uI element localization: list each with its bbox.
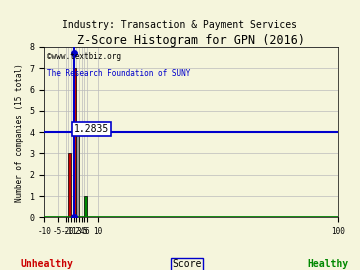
Bar	[76, 132, 79, 217]
Text: Score: Score	[172, 259, 202, 269]
Text: Healthy: Healthy	[307, 259, 348, 269]
Title: Z-Score Histogram for GPN (2016): Z-Score Histogram for GPN (2016)	[77, 34, 305, 47]
Bar	[74, 68, 76, 217]
Text: ©www.textbiz.org: ©www.textbiz.org	[47, 52, 121, 61]
Bar	[84, 196, 87, 217]
Text: Unhealthy: Unhealthy	[21, 259, 73, 269]
Text: Industry: Transaction & Payment Services: Industry: Transaction & Payment Services	[63, 20, 297, 30]
Text: 1.2835: 1.2835	[74, 124, 109, 134]
Text: The Research Foundation of SUNY: The Research Foundation of SUNY	[47, 69, 190, 78]
Y-axis label: Number of companies (15 total): Number of companies (15 total)	[15, 63, 24, 201]
Bar	[68, 153, 71, 217]
